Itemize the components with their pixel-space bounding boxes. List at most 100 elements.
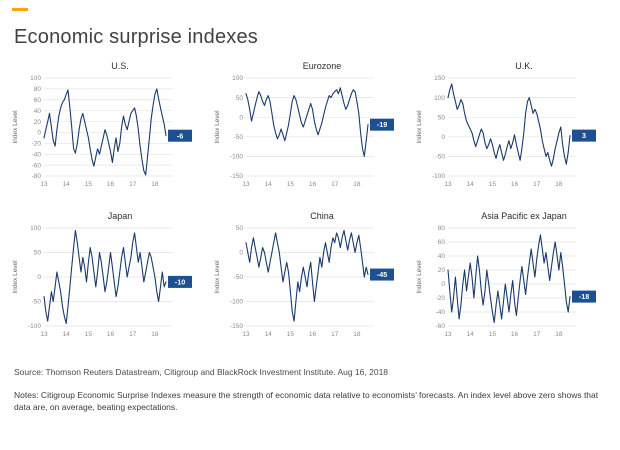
svg-text:16: 16 [107, 331, 115, 338]
svg-text:18: 18 [353, 181, 361, 188]
svg-text:100: 100 [30, 75, 41, 82]
svg-text:100: 100 [30, 225, 41, 232]
series-line [245, 229, 369, 322]
svg-text:50: 50 [236, 225, 244, 232]
svg-text:40: 40 [438, 253, 446, 260]
svg-text:-150: -150 [230, 173, 243, 180]
svg-text:18: 18 [555, 181, 563, 188]
svg-text:17: 17 [533, 331, 541, 338]
svg-text:20: 20 [438, 267, 446, 274]
svg-text:0: 0 [441, 281, 445, 288]
notes-line: Notes: Citigroup Economic Surprise Index… [14, 390, 599, 413]
svg-text:0: 0 [37, 274, 41, 281]
svg-text:-50: -50 [234, 274, 244, 281]
y-axis-label: Index Level [214, 110, 221, 144]
chart-u-k: U.K. 150 100 50 0 -50 -100 13 14 15 16 17 18 3 Index L… [414, 57, 610, 203]
svg-text:-40: -40 [436, 309, 446, 316]
svg-text:40: 40 [34, 108, 42, 115]
svg-text:15: 15 [287, 331, 295, 338]
svg-text:60: 60 [34, 97, 42, 104]
svg-text:13: 13 [40, 331, 48, 338]
end-value-badge: -10 [168, 275, 192, 288]
svg-text:14: 14 [265, 331, 273, 338]
svg-text:50: 50 [236, 95, 244, 102]
svg-text:13: 13 [242, 181, 250, 188]
chart-china: China 50 0 -50 -100 -150 13 14 15 16 17 18 -45 Index … [212, 207, 408, 353]
source-line: Source: Thomson Reuters Datastream, Citi… [14, 367, 389, 377]
svg-text:-6: -6 [177, 131, 183, 140]
svg-text:16: 16 [511, 181, 519, 188]
end-value-badge: -19 [370, 118, 394, 131]
chart-title: Japan [107, 211, 133, 221]
series-line [447, 83, 571, 167]
svg-text:-50: -50 [234, 134, 244, 141]
svg-text:17: 17 [129, 331, 137, 338]
charts-grid: U.S. 100 80 60 40 20 0 -20 -40 -60 -80 13 14 15 16 17 18… [0, 55, 620, 353]
footer: Source: Thomson Reuters Datastream, Citi… [0, 353, 620, 414]
end-value-badge: 3 [572, 129, 596, 142]
chart-title: Asia Pacific ex Japan [481, 211, 567, 221]
svg-text:-60: -60 [32, 162, 42, 169]
svg-text:20: 20 [34, 119, 42, 126]
svg-text:100: 100 [434, 95, 445, 102]
svg-text:14: 14 [467, 181, 475, 188]
svg-text:60: 60 [438, 239, 446, 246]
chart-eurozone: Eurozone 100 50 0 -50 -100 -150 13 14 15 16 17 18 -19… [212, 57, 408, 203]
svg-text:-18: -18 [579, 292, 589, 301]
y-axis-label: Index Level [416, 260, 423, 294]
svg-text:14: 14 [63, 181, 71, 188]
series-line [245, 87, 369, 157]
svg-text:3: 3 [582, 131, 586, 140]
svg-text:150: 150 [434, 75, 445, 82]
svg-text:-60: -60 [436, 323, 446, 330]
svg-text:-40: -40 [32, 151, 42, 158]
svg-text:13: 13 [444, 181, 452, 188]
svg-text:-50: -50 [436, 154, 446, 161]
svg-text:50: 50 [438, 114, 446, 121]
chart-title: U.S. [111, 61, 129, 71]
svg-text:50: 50 [34, 250, 42, 257]
end-value-badge: -45 [370, 268, 394, 281]
svg-text:100: 100 [232, 75, 243, 82]
chart-title: Eurozone [302, 61, 342, 71]
svg-text:15: 15 [489, 331, 497, 338]
svg-text:-10: -10 [175, 278, 185, 287]
svg-text:13: 13 [444, 331, 452, 338]
svg-text:17: 17 [331, 181, 339, 188]
svg-text:18: 18 [151, 181, 159, 188]
series-line [43, 229, 167, 325]
svg-text:80: 80 [34, 86, 42, 93]
page-title: Economic surprise indexes [14, 26, 258, 48]
svg-text:15: 15 [489, 181, 497, 188]
svg-text:-50: -50 [32, 299, 42, 306]
svg-text:18: 18 [353, 331, 361, 338]
svg-text:-100: -100 [28, 323, 41, 330]
svg-text:-150: -150 [230, 323, 243, 330]
y-axis-label: Index Level [12, 110, 19, 144]
series-line [43, 88, 167, 176]
svg-text:16: 16 [511, 331, 519, 338]
svg-text:-20: -20 [436, 295, 446, 302]
svg-text:14: 14 [63, 331, 71, 338]
svg-text:0: 0 [441, 134, 445, 141]
series-line [447, 234, 571, 324]
svg-text:80: 80 [438, 225, 446, 232]
svg-text:17: 17 [129, 181, 137, 188]
svg-text:0: 0 [239, 114, 243, 121]
svg-text:13: 13 [40, 181, 48, 188]
chart-u-s: U.S. 100 80 60 40 20 0 -20 -40 -60 -80 13 14 15 16 17 18… [10, 57, 206, 203]
chart-asia-pacific-ex-japan: Asia Pacific ex Japan 80 60 40 20 0 -20 -40 -60 1… [414, 207, 610, 353]
chart-japan: Japan 100 50 0 -50 -100 13 14 15 16 17 18 -10 Index L… [10, 207, 206, 353]
svg-text:16: 16 [107, 181, 115, 188]
end-value-badge: -6 [168, 129, 192, 142]
y-axis-label: Index Level [214, 260, 221, 294]
svg-text:18: 18 [151, 331, 159, 338]
brand-accent-mark [12, 8, 28, 11]
svg-text:15: 15 [85, 181, 93, 188]
svg-text:16: 16 [309, 331, 317, 338]
svg-text:13: 13 [242, 331, 250, 338]
